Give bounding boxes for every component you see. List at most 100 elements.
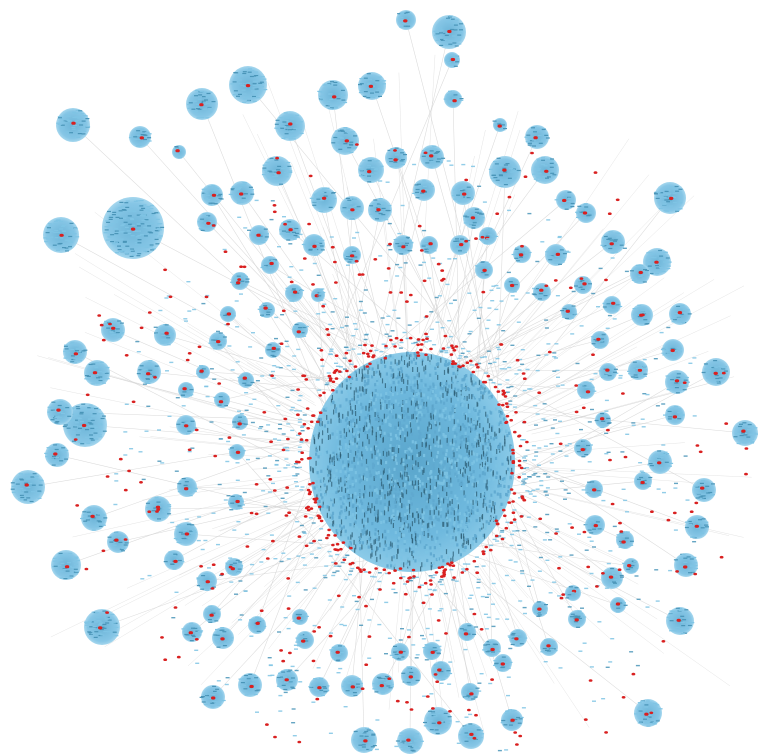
edge-107 [249,481,329,686]
leaf-node [190,420,195,422]
leaf-node [97,620,102,622]
leaf-node [80,421,84,423]
leaf-node [682,389,687,391]
leaf-node [285,290,290,292]
leaf-node [684,385,689,387]
central-leaf-node [315,452,318,456]
leaf-node [553,650,558,652]
leaf-node [667,261,672,263]
leaf-node [389,160,394,163]
leaf-node [243,98,248,100]
central-leaf-node [352,428,354,434]
leaf-node [160,342,165,344]
leaf-node [543,295,548,297]
leaf-node [559,249,564,251]
hub-node [379,684,384,688]
leaf-node [269,157,274,159]
leaf-node [610,308,615,311]
leaf-node [508,724,513,726]
leaf-node [216,646,221,648]
central-leaf-node [382,484,384,490]
leaf-node [196,373,201,375]
cluster-32 [554,190,576,210]
central-leaf-node [400,438,403,442]
leaf-node [105,367,110,369]
leaf-node [99,622,104,624]
cluster-88 [196,571,217,591]
leaf-node [645,269,649,272]
leaf-node [428,658,433,660]
leaf-node [148,501,153,503]
leaf-node [750,441,755,443]
leaf-node [107,210,111,213]
leaf-node [541,139,546,141]
hub-node [184,532,190,536]
central-leaf-node [322,430,324,436]
leaf-node [291,288,296,290]
leaf-node [284,120,289,122]
leaf-node [24,473,29,476]
leaf-node [66,352,70,354]
leaf-node [302,645,306,647]
leaf-node [252,680,256,682]
leaf-node [103,616,108,618]
leaf-node [224,402,229,405]
central-leaf-node [397,539,400,543]
central-leaf-node [358,474,361,478]
leaf-node [627,370,632,372]
radial-edge-135 [483,559,506,591]
cluster-16 [385,147,407,169]
leaf-node [429,159,434,162]
leaf-node [140,372,145,374]
leaf-node [277,165,282,167]
leaf-node [466,186,471,188]
leaf-node [237,186,242,188]
central-leaf-node [315,480,318,484]
leaf-node [98,424,103,426]
leaf-node [393,645,397,647]
central-leaf-node [356,394,359,398]
central-leaf-node [423,393,426,397]
leaf-node [194,89,199,92]
leaf-node [603,235,608,238]
leaf-node [633,374,638,376]
leaf-node [64,449,69,451]
leaf-node [554,199,559,201]
leaf-node [582,217,587,219]
leaf-node [494,643,498,646]
leaf-node [162,510,167,512]
leaf-node [300,332,305,334]
leaf-node [20,479,25,481]
central-leaf-node [369,419,371,425]
leaf-node [532,126,537,128]
leaf-node [678,202,683,204]
leaf-node [604,572,609,575]
leaf-node [459,98,464,100]
leaf-node [387,205,392,207]
leaf-node [618,546,623,548]
leaf-node [203,373,208,375]
leaf-node [635,367,640,369]
leaf-node [562,202,567,204]
central-leaf-node [380,520,383,525]
leaf-node [213,186,218,188]
leaf-node [413,671,418,673]
leaf-node [615,232,620,234]
central-leaf-node [388,355,391,359]
central-leaf-node [468,425,471,429]
leaf-node [74,355,79,357]
leaf-node [219,198,224,200]
leaf-node [405,242,409,244]
leaf-node [155,243,160,245]
leaf-node [659,457,664,459]
leaf-node [73,563,78,565]
leaf-node [381,207,386,209]
leaf-node [238,83,243,85]
leaf-node [548,256,553,258]
leaf-node [236,202,241,204]
leaf-node [378,89,383,92]
leaf-node [626,562,631,564]
leaf-node [503,171,508,173]
leaf-node [96,508,101,510]
leaf-node [480,261,485,263]
